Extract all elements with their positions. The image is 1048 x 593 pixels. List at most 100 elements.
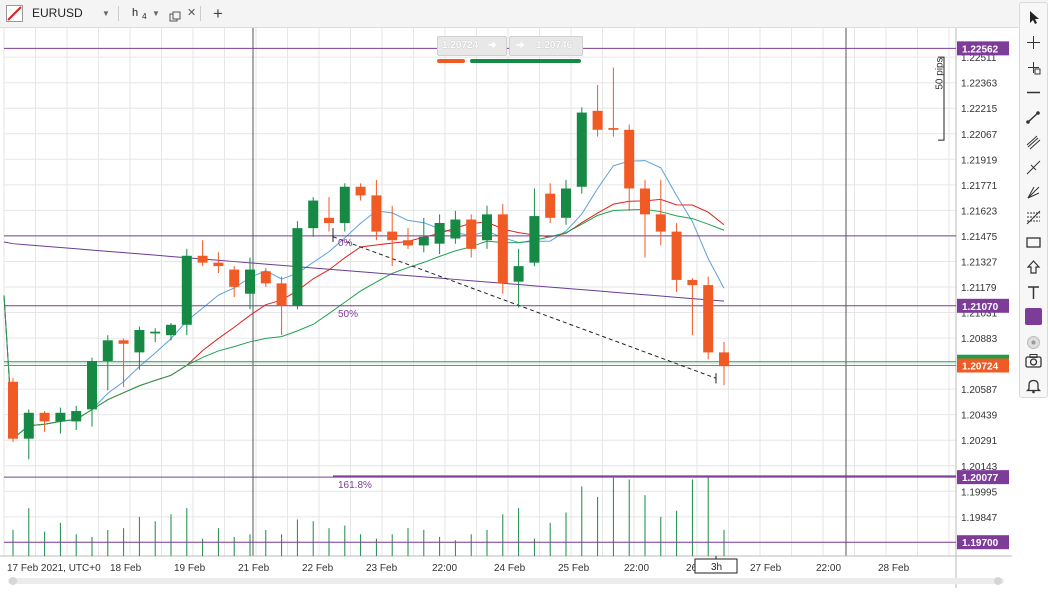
cursor-icon <box>1030 11 1039 24</box>
buy-button[interactable]: ➜ 1.20746 <box>509 36 583 56</box>
rectangle-icon <box>1026 237 1041 248</box>
candle-body <box>545 193 556 218</box>
hline-price-tag: 1.21070 <box>962 302 999 313</box>
price-tick-label: 1.21179 <box>961 283 997 294</box>
candle-body <box>592 110 603 130</box>
fibonacci-tool[interactable] <box>1024 208 1043 227</box>
rectangle-tool[interactable] <box>1024 233 1043 252</box>
time-tick-label: 22:00 <box>816 563 841 574</box>
buy-arrow-icon: ➜ <box>516 40 525 51</box>
price-chart[interactable]: 0%50%161.8%1.225111.223631.222151.220671… <box>0 28 1012 588</box>
candle-body <box>466 219 477 249</box>
arrow-tool[interactable] <box>1024 258 1043 277</box>
candle-body <box>608 128 619 130</box>
candle-body <box>355 186 366 196</box>
time-tick-label: 27 Feb <box>750 563 782 574</box>
fib-label-161: 161.8% <box>338 480 372 491</box>
gann-tool[interactable] <box>1024 183 1043 202</box>
candle-body <box>671 231 682 280</box>
channel-tool[interactable] <box>1024 133 1043 152</box>
fib-label-0: 0% <box>338 238 353 249</box>
time-tick-label: 24 Feb <box>494 563 526 574</box>
candle-body <box>71 411 82 422</box>
drawing-toolbar <box>1019 2 1048 398</box>
color-swatch-icon <box>1025 308 1042 325</box>
color-picker[interactable] <box>1024 307 1043 326</box>
candle-body <box>87 361 97 410</box>
time-tick-label: 22:00 <box>432 563 457 574</box>
crosshair-tool[interactable] <box>1024 33 1043 52</box>
candle-body <box>118 340 129 344</box>
time-tick-label: 22 Feb <box>302 563 334 574</box>
candle-body <box>719 352 729 367</box>
fib-trend-line <box>332 236 717 379</box>
price-tick-label: 1.20143 <box>961 462 998 473</box>
candle-body <box>339 186 350 223</box>
candle-body <box>482 214 492 241</box>
cursor-tool[interactable] <box>1024 8 1043 27</box>
candle-body <box>371 195 382 232</box>
arrow-up-icon <box>1026 260 1041 274</box>
hline-price-tag-bg <box>957 535 1009 550</box>
candle-body <box>529 216 540 263</box>
trend-line-tool[interactable] <box>1024 108 1043 127</box>
candle-body <box>23 412 34 439</box>
candle-body <box>640 188 650 215</box>
text-tool[interactable] <box>1024 283 1043 302</box>
price-tick-label: 1.21623 <box>961 206 998 217</box>
candle-body <box>497 214 508 284</box>
price-tick-label: 1.22511 <box>961 53 997 64</box>
alert-tool[interactable] <box>1024 376 1043 395</box>
fibonacci-icon <box>1026 210 1041 225</box>
pitchfork-icon <box>1026 160 1041 175</box>
price-axis: 1.22511 1.22363 1.22215 1.22067 1.21919 1.217… <box>961 53 998 549</box>
channel-icon <box>1026 135 1041 150</box>
add-chart-button[interactable]: + <box>213 4 223 23</box>
price-tick-label: 1.20883 <box>961 334 998 345</box>
line-width-tool[interactable] <box>1024 333 1043 352</box>
crosshair-icon <box>1027 36 1040 49</box>
candle-body <box>213 262 224 267</box>
sell-button[interactable]: 1.20724 ➜ <box>437 36 507 56</box>
candle-body <box>292 228 303 306</box>
fib-label-50: 50% <box>338 309 358 320</box>
time-tick-label: 23 Feb <box>366 563 398 574</box>
candle-body <box>655 214 666 232</box>
time-axis: 17 Feb 2021, UTC+0 18 Feb 19 Feb 21 Feb 22 F… <box>7 563 910 574</box>
sell-price: 1.20724 <box>442 40 479 51</box>
close-tab-icon[interactable]: ✕ <box>187 7 197 19</box>
price-tick-label: 1.20587 <box>961 385 998 396</box>
candle-body <box>450 219 461 239</box>
hline-price-tag-bg <box>957 470 1009 485</box>
screenshot-tool[interactable] <box>1024 351 1043 370</box>
pitchfork-tool[interactable] <box>1024 158 1043 177</box>
symbol-dropdown-icon[interactable]: ▼ <box>102 9 110 18</box>
candle-body <box>55 412 66 422</box>
hline-price-tag: 1.19700 <box>962 538 999 549</box>
price-tick-label: 1.22363 <box>961 79 998 90</box>
timeframe-sub: 4 <box>142 12 147 22</box>
chart-area[interactable]: 0% 50% 161.8% 1.22511 1.22363 1.22215 1.22067 1… <box>0 28 1012 588</box>
hline-price-tag: 1.20077 <box>962 473 999 484</box>
horizontal-line-tool[interactable] <box>1024 83 1043 102</box>
camera-icon <box>1025 354 1042 368</box>
crosshair-plus-tool[interactable] <box>1024 58 1043 77</box>
candles <box>8 67 729 460</box>
popout-icon[interactable] <box>169 7 181 22</box>
crosshair-plus-icon <box>1028 62 1041 75</box>
buy-bar <box>470 59 581 63</box>
candle-body <box>387 231 398 241</box>
candle-body <box>39 412 50 422</box>
timeframe-dropdown-icon[interactable]: ▼ <box>152 9 160 18</box>
time-tick-label: 22:00 <box>624 563 649 574</box>
candle-body <box>513 266 524 282</box>
symbol-selector[interactable]: EURUSD <box>32 6 83 20</box>
candle-body <box>197 255 208 263</box>
horizontal-line-icon <box>1027 91 1040 94</box>
candle-body <box>308 200 319 229</box>
candle-body <box>102 340 113 362</box>
candle-body <box>134 329 145 353</box>
candle-body <box>166 324 176 336</box>
